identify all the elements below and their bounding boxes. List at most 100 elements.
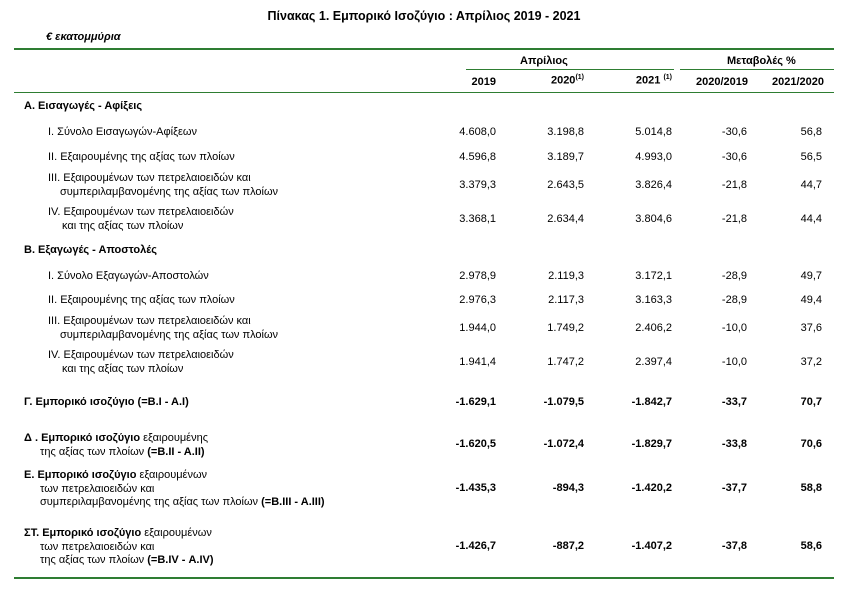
header-2019: 2019 — [471, 76, 496, 88]
change-2021-2020: 70,7 — [800, 396, 822, 408]
balance-label-first-line: Γ. Εμπορικό ισοζύγιο (=Β.Ι - Α.Ι) — [24, 396, 189, 410]
balance-label-text: της αξίας των πλοίων — [40, 554, 148, 566]
change-2020-2019: -37,7 — [721, 482, 747, 494]
value-2019: 2.978,9 — [459, 270, 496, 282]
change-2020-2019: -28,9 — [721, 270, 747, 282]
unit-label: € εκατομμύρια — [46, 31, 121, 43]
value-2019: 1.944,0 — [459, 322, 496, 334]
value-2020: 3.198,8 — [547, 126, 584, 138]
value-2019: 3.379,3 — [459, 179, 496, 191]
value-2019: 4.608,0 — [459, 126, 496, 138]
balance-label: Γ. Εμπορικό ισοζύγιο (=Β.Ι - Α.Ι) — [24, 396, 189, 410]
changes-underline — [680, 69, 834, 70]
balance-title: ΣΤ. Εμπορικό ισοζύγιο — [24, 527, 142, 539]
balance-title-rest: εξαιρουμένων — [141, 527, 212, 539]
row-label: I. Σύνολο Εξαγωγών-Αποστολών — [48, 270, 209, 284]
value-2019: 3.368,1 — [459, 213, 496, 225]
row-label: I. Σύνολο Εισαγωγών-Αφίξεων — [48, 126, 197, 140]
change-2021-2020: 44,4 — [800, 213, 822, 225]
change-2021-2020: 70,6 — [800, 438, 822, 450]
page-title: Πίνακας 1. Εμπορικό Ισοζύγιο : Απρίλιος … — [267, 9, 581, 23]
section-b-title: Β. Εξαγωγές - Αποστολές — [24, 244, 157, 256]
balance-label-line: συμπεριλαμβανομένης της αξίας των πλοίων… — [24, 496, 325, 510]
row-label-line: IV. Εξαιρουμένων των πετρελαιοειδών — [48, 206, 234, 218]
balance-title-rest: εξαιρουμένων — [136, 469, 208, 481]
change-2021-2020: 58,8 — [800, 482, 822, 494]
row-label-line: I. Σύνολο Εξαγωγών-Αποστολών — [48, 270, 209, 282]
balance-title: Γ. Εμπορικό ισοζύγιο (=Β.Ι - Α.Ι) — [24, 396, 189, 408]
change-2021-2020: 49,7 — [800, 270, 822, 282]
value-2019: 1.941,4 — [459, 356, 496, 368]
value-2020: 2.119,3 — [548, 270, 584, 282]
value-2020: -1.079,5 — [543, 396, 584, 408]
change-2020-2019: -21,8 — [721, 179, 747, 191]
change-2021-2020: 56,5 — [800, 151, 822, 163]
value-2019: 2.976,3 — [459, 294, 496, 306]
value-2020: 2.634,4 — [547, 213, 584, 225]
balance-title: Ε. Εμπορικό ισοζύγιο — [24, 469, 137, 481]
header-bottom-rule — [14, 92, 834, 93]
value-2021: 3.163,3 — [635, 294, 672, 306]
value-2020: 3.189,7 — [547, 151, 584, 163]
row-label-line: και της αξίας των πλοίων — [62, 362, 184, 375]
row-label-line: συμπεριλαμβανομένης της αξίας των πλοίων — [60, 328, 279, 341]
change-2020-2019: -33,7 — [721, 396, 747, 408]
value-2021: -1.842,7 — [631, 396, 672, 408]
value-2020: 2.117,3 — [548, 294, 584, 306]
balance-label-line: των πετρελαιοειδών και — [24, 541, 214, 555]
value-2021: 5.014,8 — [635, 126, 672, 138]
change-2021-2020: 37,2 — [800, 356, 822, 368]
change-2020-2019: -10,0 — [721, 322, 747, 334]
change-2020-2019: -37,8 — [721, 540, 747, 552]
header-2020: 2020(1) — [550, 74, 584, 87]
value-2021: 3.804,6 — [635, 213, 672, 225]
header-changes: Μεταβολές % — [727, 55, 796, 67]
row-label: II. Εξαιρουμένης της αξίας των πλοίων — [48, 294, 235, 308]
header-2021: 2021 (1) — [635, 74, 672, 87]
change-2020-2019: -10,0 — [721, 356, 747, 368]
balance-formula: (=Β.IV - Α.IV) — [147, 554, 214, 566]
value-2020: 1.749,2 — [547, 322, 584, 334]
value-2021: 4.993,0 — [635, 151, 672, 163]
change-2020-2019: -33,8 — [721, 438, 747, 450]
header-2020-2019: 2020/2019 — [696, 76, 748, 88]
header-april: Απρίλιος — [520, 55, 568, 67]
row-label: II. Εξαιρουμένης της αξίας των πλοίων — [48, 151, 235, 165]
change-2020-2019: -30,6 — [721, 151, 747, 163]
value-2019: -1.426,7 — [455, 540, 496, 552]
balance-label-line: των πετρελαιοειδών και — [24, 483, 325, 497]
change-2021-2020: 37,6 — [800, 322, 822, 334]
row-label-line: II. Εξαιρουμένης της αξίας των πλοίων — [48, 151, 235, 163]
balance-label: ΣΤ. Εμπορικό ισοζύγιο εξαιρουμένων των πε… — [24, 527, 214, 568]
value-2019: -1.435,3 — [455, 482, 496, 494]
balance-label-line: της αξίας των πλοίων (=Β.ΙΙ - Α.ΙΙ) — [24, 446, 208, 460]
change-2021-2020: 49,4 — [800, 294, 822, 306]
balance-label-first-line: ΣΤ. Εμπορικό ισοζύγιο εξαιρουμένων — [24, 527, 214, 541]
value-2020: 1.747,2 — [547, 356, 584, 368]
balance-label-text: της αξίας των πλοίων — [40, 445, 148, 458]
row-label-line: II. Εξαιρουμένης της αξίας των πλοίων — [48, 294, 235, 306]
value-2019: -1.620,5 — [455, 438, 496, 450]
change-2021-2020: 56,8 — [800, 126, 822, 138]
header-2021-2020: 2021/2020 — [772, 76, 824, 88]
change-2020-2019: -30,6 — [721, 126, 747, 138]
value-2019: -1.629,1 — [455, 396, 496, 408]
value-2021: 3.172,1 — [635, 270, 672, 282]
row-label-line: συμπεριλαμβανομένης της αξίας των πλοίων — [60, 185, 279, 198]
row-label-line: IV. Εξαιρουμένων των πετρελαιοειδών — [48, 349, 234, 361]
change-2021-2020: 58,6 — [800, 540, 822, 552]
change-2021-2020: 44,7 — [800, 179, 822, 191]
row-label: IV. Εξαιρουμένων των πετρελαιοειδών και τ… — [48, 206, 234, 233]
value-2021: 2.406,2 — [635, 322, 672, 334]
balance-label: Δ . Εμπορικό ισοζύγιο εξαιρουμένης της αξ… — [24, 432, 208, 459]
value-2021: 3.826,4 — [635, 179, 672, 191]
header-top-rule — [14, 48, 834, 50]
section-a-title: Α. Εισαγωγές - Αφίξεις — [24, 100, 143, 112]
row-label-line: III. Εξαιρουμένων των πετρελαιοειδών και — [48, 172, 251, 184]
balance-label-text: των πετρελαιοειδών και — [40, 540, 155, 553]
balance-label-text: των πετρελαιοειδών και — [40, 482, 155, 495]
balance-label-line: της αξίας των πλοίων (=Β.IV - Α.IV) — [24, 554, 214, 568]
value-2021: 2.397,4 — [635, 356, 672, 368]
change-2020-2019: -21,8 — [721, 213, 747, 225]
value-2019: 4.596,8 — [459, 151, 496, 163]
